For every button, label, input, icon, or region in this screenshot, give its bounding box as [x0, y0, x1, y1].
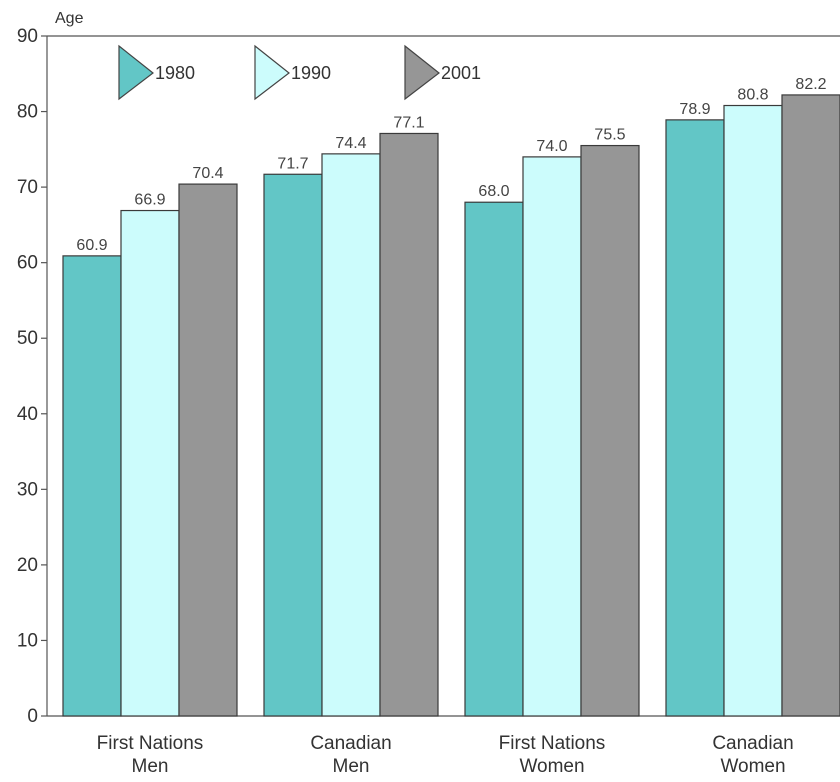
y-tick-label: 60	[17, 253, 38, 274]
bar	[321, 153, 381, 717]
legend-label: 1980	[155, 63, 195, 83]
bar	[665, 119, 725, 717]
value-label: 82.2	[795, 76, 826, 93]
legend-swatch	[254, 44, 290, 101]
category-label-line: Women	[720, 756, 785, 777]
y-tick-label: 40	[17, 404, 38, 425]
bar	[379, 132, 439, 717]
category-label-line: Canadian	[310, 733, 391, 754]
y-tick-label: 0	[27, 706, 38, 727]
category-label: First Nations Men	[97, 733, 204, 777]
y-tick-label: 90	[17, 26, 38, 47]
y-tick-label: 80	[17, 102, 38, 123]
category-label: Canadian Women	[712, 733, 793, 777]
value-label: 66.9	[134, 192, 165, 209]
value-label: 71.7	[277, 155, 308, 172]
category-label-line: Canadian	[712, 733, 793, 754]
value-label: 77.1	[393, 114, 424, 131]
value-labels: 60.9 66.9 70.4 71.7 74.4 77.1 68.0 74.0 75.5 78.9…	[76, 76, 826, 254]
legend: 1980 1990 2001	[118, 44, 481, 101]
bar	[178, 183, 238, 717]
bars	[62, 94, 840, 717]
value-label: 68.0	[478, 183, 509, 200]
bar	[580, 144, 640, 717]
category-label-line: First Nations	[97, 733, 204, 754]
y-tick-label: 20	[17, 555, 38, 576]
bar	[723, 104, 783, 717]
legend-swatch	[404, 44, 440, 101]
legend-swatch	[118, 44, 154, 101]
legend-label: 2001	[441, 63, 481, 83]
category-label: First Nations Women	[499, 733, 606, 777]
bar	[120, 209, 180, 717]
value-label: 74.0	[536, 138, 567, 155]
category-label-line: Men	[333, 756, 370, 777]
y-tick-label: 10	[17, 630, 38, 651]
y-axis-title: Age	[55, 10, 84, 27]
bar	[62, 255, 122, 717]
category-label: Canadian Men	[310, 733, 391, 777]
bar	[263, 173, 323, 717]
category-label-line: Women	[519, 756, 584, 777]
bar	[522, 156, 582, 717]
value-label: 60.9	[76, 237, 107, 254]
bar	[781, 94, 840, 717]
bar	[464, 201, 524, 717]
category-label-line: First Nations	[499, 733, 606, 754]
category-label-line: Men	[132, 756, 169, 777]
legend-label: 1990	[291, 63, 331, 83]
value-label: 78.9	[679, 101, 710, 118]
value-label: 74.4	[335, 135, 366, 152]
y-tick-label: 50	[17, 328, 38, 349]
y-tick-label: 70	[17, 177, 38, 198]
value-label: 70.4	[192, 165, 223, 182]
value-label: 75.5	[594, 127, 625, 144]
value-label: 80.8	[737, 87, 768, 104]
y-tick-label: 30	[17, 479, 38, 500]
